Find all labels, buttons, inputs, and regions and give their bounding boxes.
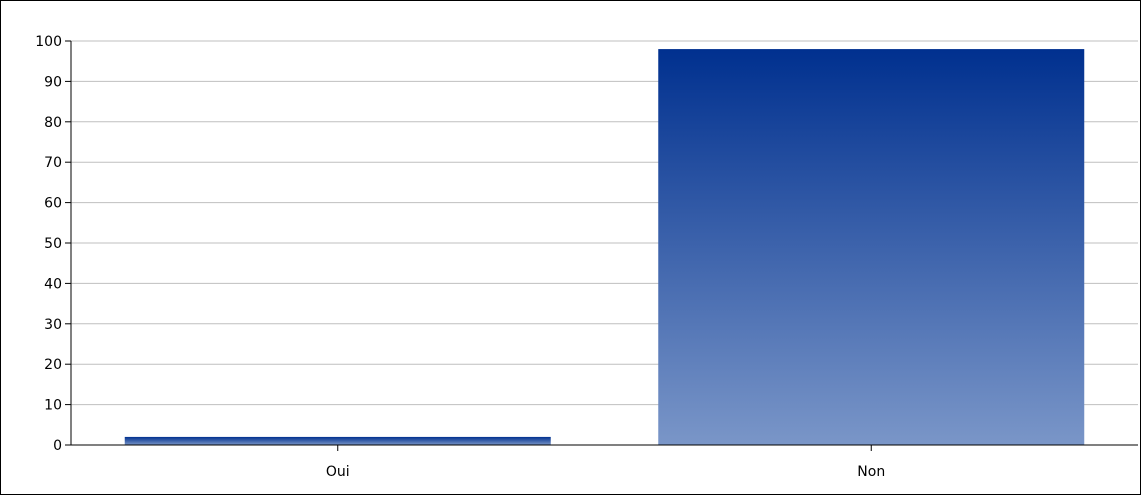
axes (65, 40, 1138, 451)
grid-lines (71, 40, 1138, 406)
bars (124, 49, 1085, 446)
bar-oui (124, 436, 551, 445)
y-tick-label: 90 (44, 74, 62, 90)
y-tick-label: 40 (44, 276, 62, 292)
y-tick-label: 80 (44, 115, 62, 131)
y-tick-label: 30 (44, 317, 62, 333)
x-tick-label: Non (857, 464, 885, 480)
y-tick-label: 10 (44, 398, 62, 414)
y-tick-label: 100 (35, 34, 62, 50)
y-tick-label: 50 (44, 236, 62, 252)
y-tick-label: 0 (53, 438, 62, 454)
y-tick-label: 20 (44, 357, 62, 373)
x-tick-label: Oui (326, 464, 350, 480)
tick-labels: 0 10 20 30 40 50 60 70 80 90 100 Oui Non (35, 34, 885, 480)
y-tick-label: 70 (44, 155, 62, 171)
y-tick-label: 60 (44, 196, 62, 212)
bar-non (658, 49, 1085, 446)
